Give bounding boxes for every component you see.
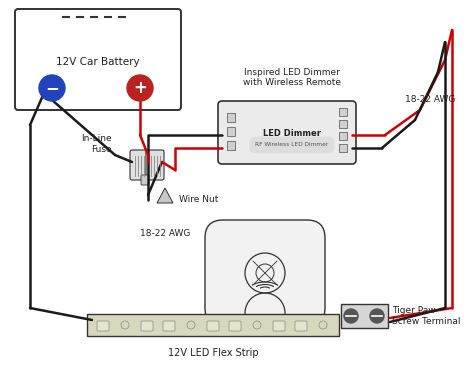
FancyBboxPatch shape: [87, 314, 339, 336]
Text: LED Dimmer: LED Dimmer: [263, 128, 321, 138]
FancyBboxPatch shape: [339, 144, 347, 152]
Text: 18-22 AWG: 18-22 AWG: [405, 96, 455, 105]
Text: Tiger Paw
Screw Terminal: Tiger Paw Screw Terminal: [392, 306, 461, 326]
FancyBboxPatch shape: [207, 321, 219, 331]
Text: +: +: [133, 79, 147, 97]
FancyBboxPatch shape: [295, 321, 307, 331]
Circle shape: [127, 75, 153, 101]
Circle shape: [370, 309, 384, 323]
FancyBboxPatch shape: [339, 132, 347, 140]
Text: Wire Nut: Wire Nut: [179, 195, 219, 205]
Circle shape: [344, 309, 358, 323]
FancyBboxPatch shape: [163, 321, 175, 331]
Text: In-Line
Fuse: In-Line Fuse: [82, 134, 112, 154]
Text: Inspired LED Dimmer
with Wireless Remote: Inspired LED Dimmer with Wireless Remote: [243, 68, 341, 87]
Text: RF Wireless LED Dimmer: RF Wireless LED Dimmer: [255, 142, 328, 147]
FancyBboxPatch shape: [227, 127, 235, 136]
FancyBboxPatch shape: [273, 321, 285, 331]
FancyBboxPatch shape: [341, 304, 388, 328]
FancyBboxPatch shape: [227, 141, 235, 150]
Polygon shape: [157, 188, 173, 203]
FancyBboxPatch shape: [227, 113, 235, 122]
FancyBboxPatch shape: [339, 108, 347, 116]
FancyBboxPatch shape: [146, 150, 164, 180]
FancyBboxPatch shape: [339, 120, 347, 128]
FancyBboxPatch shape: [205, 220, 325, 326]
Text: 12V Car Battery: 12V Car Battery: [56, 57, 140, 67]
Text: 12V LED Flex Strip: 12V LED Flex Strip: [168, 348, 258, 358]
FancyBboxPatch shape: [218, 101, 356, 164]
FancyBboxPatch shape: [15, 9, 181, 110]
FancyBboxPatch shape: [130, 150, 148, 180]
Text: −: −: [45, 79, 59, 97]
Circle shape: [39, 75, 65, 101]
FancyBboxPatch shape: [97, 321, 109, 331]
FancyBboxPatch shape: [229, 321, 241, 331]
Text: 18-22 AWG: 18-22 AWG: [140, 228, 191, 238]
FancyBboxPatch shape: [141, 321, 153, 331]
FancyBboxPatch shape: [141, 175, 149, 185]
